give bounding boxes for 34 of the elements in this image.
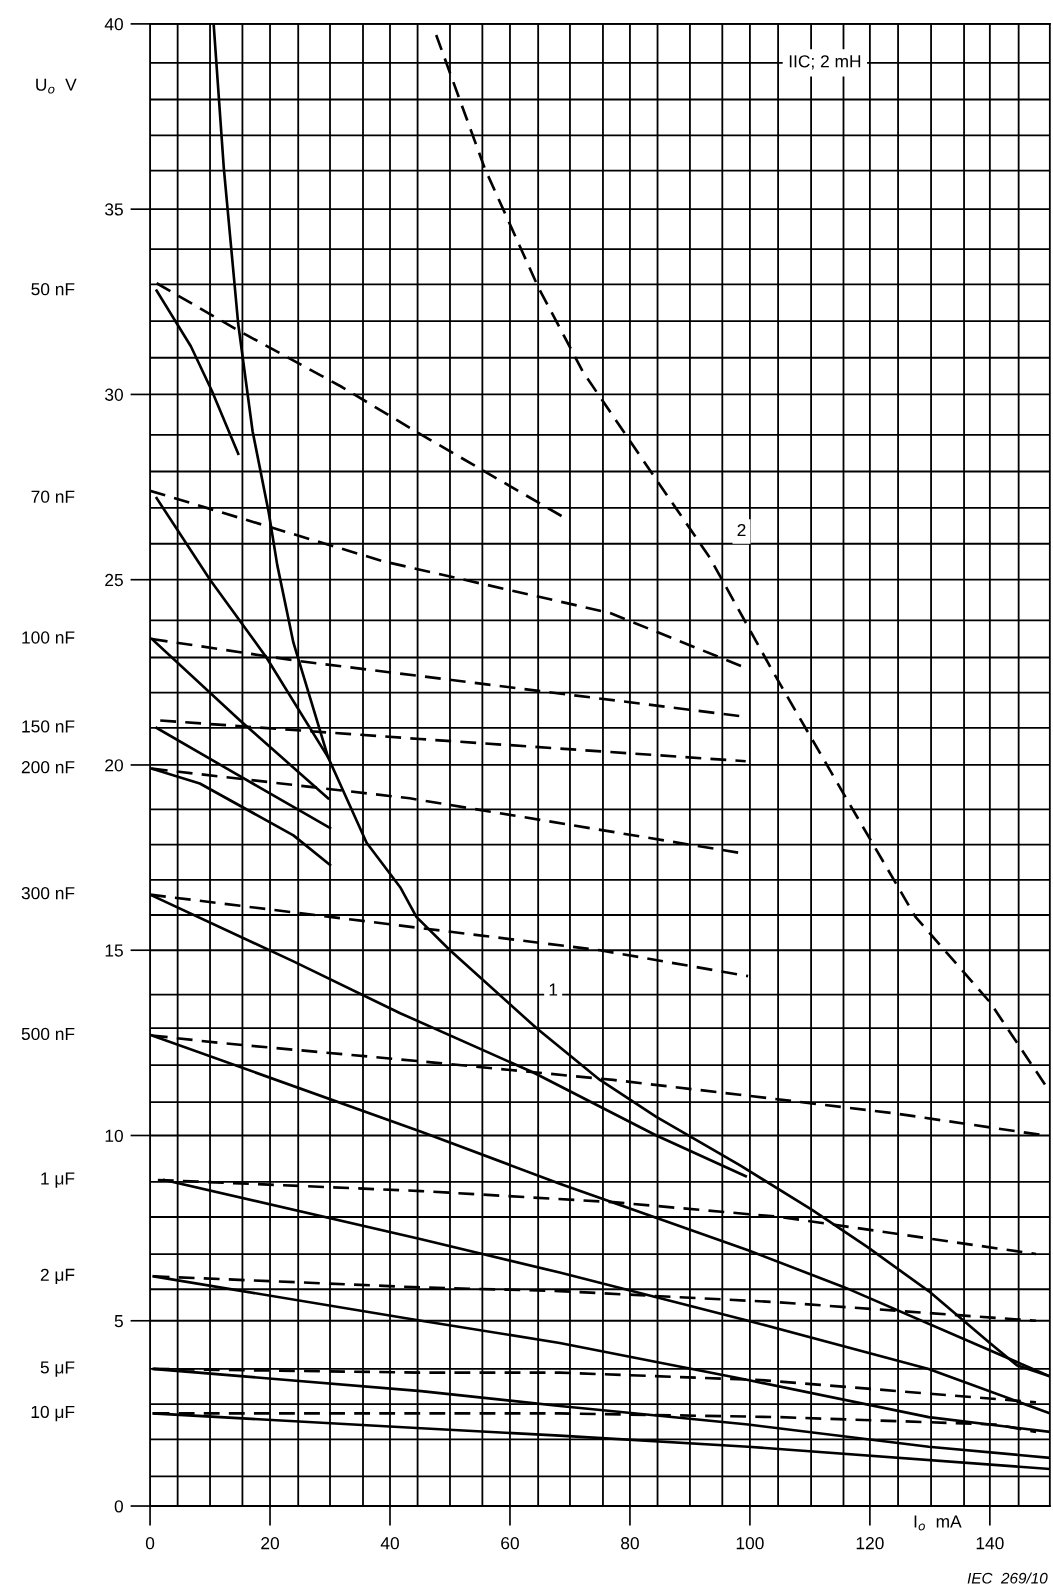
x-tick-label: 80 xyxy=(621,1537,639,1550)
y-tick-label: 35 xyxy=(105,203,123,216)
text: 100 nF xyxy=(22,631,75,644)
text: IIC; 2 mH xyxy=(789,55,861,70)
y-tick-label: 30 xyxy=(105,388,123,401)
y-tick-label: 5 xyxy=(114,1315,123,1328)
x-axis-title: I$_{o}$ mA xyxy=(914,1515,962,1531)
x-tick-label: 140 xyxy=(976,1537,1004,1550)
text: 1 μF xyxy=(41,1172,75,1188)
y-tick-label: 25 xyxy=(105,573,123,587)
text: 70 nF xyxy=(31,490,75,503)
y-tick-label: 10 xyxy=(105,1129,123,1142)
x-tick-label: 120 xyxy=(856,1537,884,1550)
y-tick-label: 15 xyxy=(105,944,123,957)
y-tick-label: 20 xyxy=(105,759,123,772)
x-tick-label: 40 xyxy=(380,1537,399,1550)
text: 300 nF xyxy=(21,887,75,900)
annotation: 1 xyxy=(549,983,558,996)
x-tick-label: 0 xyxy=(145,1537,155,1550)
x-tick-label: 20 xyxy=(261,1537,279,1550)
y-tick-label: 40 xyxy=(104,18,123,31)
text: 500 nF xyxy=(21,1027,75,1041)
x-tick-label: 100 xyxy=(736,1537,764,1550)
text: 5 μF xyxy=(40,1361,75,1377)
text: 2 μF xyxy=(40,1268,75,1285)
text: 10 μF xyxy=(31,1405,75,1422)
y-tick-label: 0 xyxy=(114,1500,123,1513)
text: IEC 269/10 xyxy=(967,1572,1048,1584)
y-axis-title: U$_{o}$ V xyxy=(36,78,77,94)
text: 150 nF xyxy=(22,720,75,733)
annotation: 2 xyxy=(737,523,746,537)
text: 50 nF xyxy=(31,283,75,296)
x-tick-label: 60 xyxy=(501,1537,519,1550)
text: 200 nF xyxy=(21,761,75,774)
